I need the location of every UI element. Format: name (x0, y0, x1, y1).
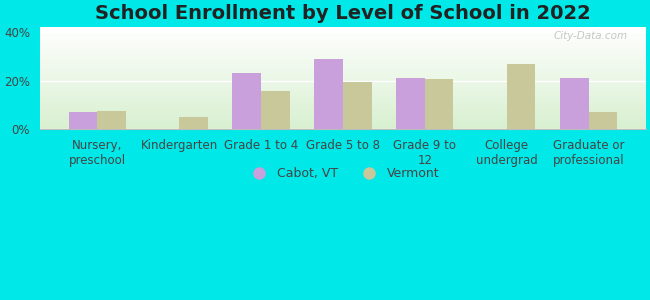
Text: City-Data.com: City-Data.com (554, 31, 628, 40)
Bar (261, 92, 290, 129)
Bar (232, 74, 261, 129)
Bar (506, 64, 536, 129)
Bar (588, 112, 617, 129)
Bar (68, 112, 98, 129)
Bar (424, 80, 454, 129)
Bar (343, 82, 372, 129)
Bar (314, 59, 343, 129)
Legend: Cabot, VT, Vermont: Cabot, VT, Vermont (242, 163, 444, 185)
Title: School Enrollment by Level of School in 2022: School Enrollment by Level of School in … (95, 4, 591, 23)
Bar (560, 78, 588, 129)
Bar (396, 78, 424, 129)
Bar (179, 117, 208, 129)
Bar (98, 111, 126, 129)
